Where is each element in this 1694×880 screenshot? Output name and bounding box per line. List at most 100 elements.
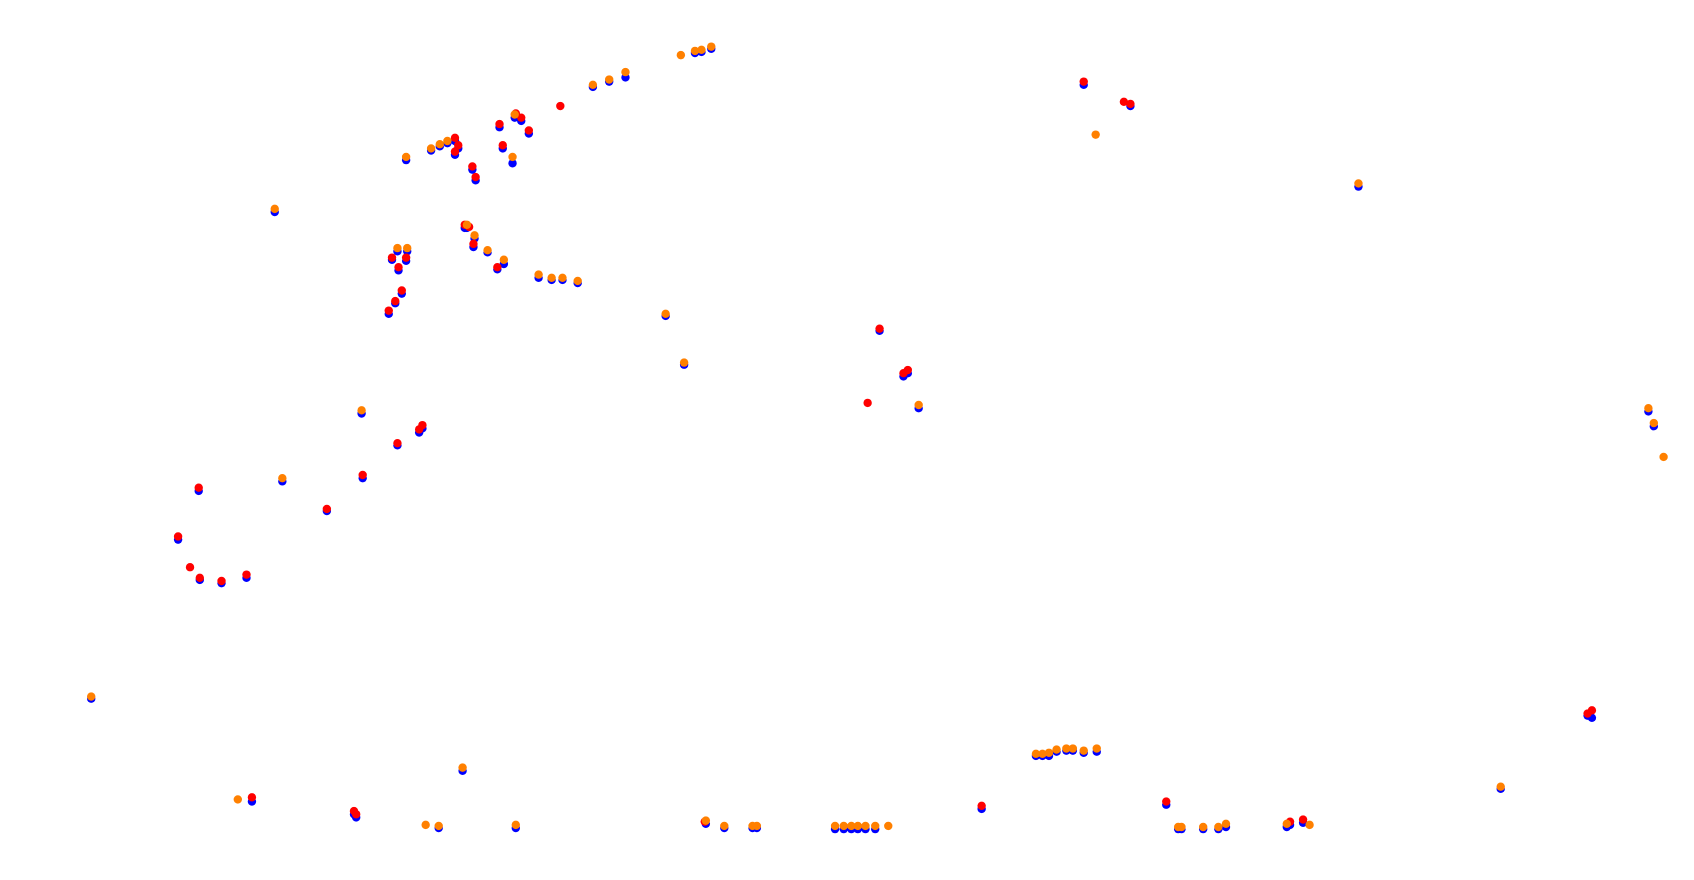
data-point bbox=[401, 253, 411, 262]
data-point bbox=[233, 795, 243, 804]
data-point bbox=[450, 147, 460, 156]
data-point bbox=[401, 152, 411, 162]
data-point bbox=[1583, 709, 1592, 718]
data-point bbox=[839, 821, 848, 831]
data-point bbox=[830, 821, 840, 831]
data-point bbox=[1659, 452, 1668, 462]
data-point bbox=[707, 42, 716, 51]
data-point bbox=[217, 576, 226, 586]
data-point bbox=[443, 136, 452, 146]
data-point bbox=[720, 821, 729, 831]
data-point bbox=[195, 573, 205, 583]
data-point bbox=[403, 243, 412, 253]
data-point bbox=[391, 296, 400, 306]
data-point bbox=[426, 144, 436, 153]
data-point bbox=[462, 220, 472, 229]
data-point bbox=[679, 358, 689, 367]
data-point bbox=[397, 286, 406, 295]
data-point bbox=[1198, 822, 1208, 832]
data-point bbox=[469, 239, 478, 249]
data-point bbox=[884, 821, 893, 831]
data-point bbox=[498, 141, 507, 150]
data-point bbox=[1052, 745, 1061, 754]
data-point bbox=[1119, 97, 1129, 106]
data-point bbox=[558, 273, 567, 282]
data-point bbox=[468, 162, 477, 171]
data-point bbox=[903, 365, 913, 375]
data-point bbox=[242, 570, 251, 579]
data-point bbox=[1177, 822, 1186, 832]
data-point bbox=[508, 152, 517, 162]
data-point bbox=[499, 255, 509, 264]
data-point bbox=[1092, 744, 1101, 753]
data-point bbox=[387, 253, 397, 262]
data-point bbox=[1298, 815, 1308, 824]
data-point bbox=[278, 473, 287, 483]
data-point bbox=[351, 810, 361, 819]
data-point bbox=[1214, 822, 1223, 832]
data-point bbox=[435, 139, 444, 149]
data-point bbox=[1068, 744, 1078, 753]
data-point bbox=[752, 821, 762, 831]
data-point bbox=[1031, 749, 1041, 759]
data-point bbox=[847, 821, 856, 831]
data-point bbox=[483, 246, 492, 255]
data-point bbox=[977, 801, 986, 810]
data-point bbox=[1126, 99, 1135, 109]
data-point bbox=[871, 821, 880, 831]
data-point bbox=[1221, 819, 1231, 829]
data-point bbox=[270, 204, 279, 214]
data-point bbox=[495, 119, 504, 129]
data-point bbox=[393, 243, 402, 253]
data-point bbox=[1079, 746, 1088, 755]
data-point bbox=[914, 400, 923, 410]
data-point bbox=[534, 270, 543, 279]
data-point bbox=[1091, 130, 1100, 139]
data-point bbox=[511, 820, 521, 830]
data-point bbox=[621, 67, 630, 77]
data-point bbox=[185, 563, 195, 572]
data-point bbox=[510, 110, 519, 119]
data-point bbox=[1282, 819, 1291, 829]
data-point bbox=[493, 262, 502, 272]
data-point bbox=[1649, 418, 1659, 428]
data-point bbox=[418, 420, 427, 430]
data-point bbox=[1496, 782, 1505, 791]
data-point bbox=[394, 262, 403, 272]
data-point bbox=[573, 276, 582, 286]
data-point bbox=[861, 821, 870, 831]
data-point bbox=[853, 821, 863, 831]
data-point bbox=[434, 821, 443, 831]
data-point bbox=[701, 816, 711, 825]
data-point bbox=[524, 126, 534, 135]
data-point bbox=[322, 504, 332, 514]
data-point bbox=[604, 75, 614, 84]
data-point bbox=[556, 101, 565, 111]
data-point bbox=[1038, 749, 1047, 759]
data-point bbox=[588, 80, 598, 90]
data-point bbox=[358, 470, 367, 480]
data-point bbox=[1044, 748, 1054, 757]
data-point bbox=[1644, 403, 1653, 413]
data-point bbox=[454, 141, 463, 150]
data-point bbox=[1354, 179, 1363, 188]
data-point bbox=[1079, 77, 1088, 86]
data-point bbox=[690, 46, 700, 56]
data-point bbox=[875, 324, 884, 333]
data-point bbox=[1305, 820, 1314, 830]
data-point bbox=[863, 398, 872, 408]
data-point bbox=[357, 406, 366, 415]
data-point bbox=[384, 306, 393, 315]
data-point bbox=[547, 273, 556, 282]
data-point bbox=[517, 113, 526, 122]
data-point bbox=[661, 309, 670, 319]
data-point bbox=[458, 763, 467, 772]
data-point bbox=[450, 133, 460, 143]
data-point bbox=[1062, 744, 1071, 753]
data-point bbox=[1162, 797, 1171, 806]
data-point bbox=[247, 793, 257, 802]
data-point bbox=[470, 231, 479, 240]
data-point bbox=[194, 483, 203, 492]
